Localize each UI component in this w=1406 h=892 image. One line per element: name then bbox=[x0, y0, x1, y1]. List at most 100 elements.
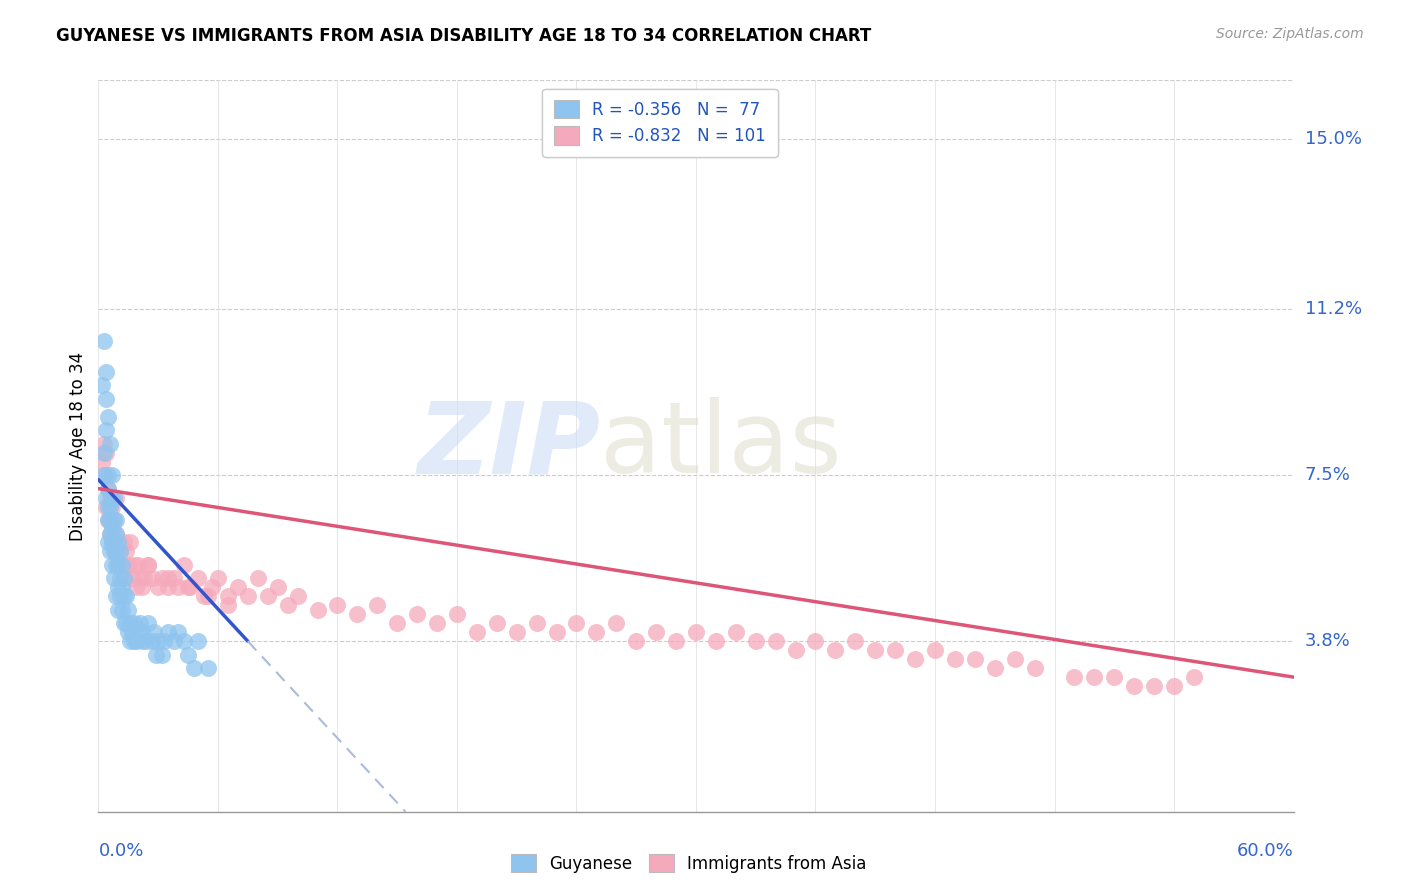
Y-axis label: Disability Age 18 to 34: Disability Age 18 to 34 bbox=[69, 351, 87, 541]
Point bbox=[197, 590, 219, 604]
Point bbox=[804, 634, 827, 648]
Point bbox=[115, 544, 138, 558]
Point bbox=[724, 625, 747, 640]
Point bbox=[112, 590, 135, 604]
Point bbox=[103, 535, 125, 549]
Point bbox=[96, 500, 118, 514]
Point bbox=[135, 634, 157, 648]
Point bbox=[136, 558, 159, 572]
Point bbox=[307, 603, 329, 617]
Point bbox=[97, 535, 120, 549]
Point bbox=[1063, 670, 1085, 684]
Point bbox=[704, 634, 727, 648]
Point bbox=[605, 616, 627, 631]
Text: 15.0%: 15.0% bbox=[1305, 129, 1361, 147]
Point bbox=[1182, 670, 1205, 684]
Text: Source: ZipAtlas.com: Source: ZipAtlas.com bbox=[1216, 27, 1364, 41]
Point bbox=[98, 491, 122, 505]
Point bbox=[97, 513, 120, 527]
Point bbox=[98, 544, 122, 558]
Point bbox=[136, 558, 159, 572]
Point bbox=[105, 590, 128, 604]
Legend: Guyanese, Immigrants from Asia: Guyanese, Immigrants from Asia bbox=[505, 847, 873, 880]
Point bbox=[824, 643, 846, 657]
Point bbox=[145, 648, 167, 662]
Point bbox=[141, 634, 163, 648]
Point bbox=[177, 580, 200, 594]
Point bbox=[127, 625, 149, 640]
Point bbox=[163, 571, 186, 585]
Point bbox=[103, 491, 125, 505]
Point bbox=[565, 616, 588, 631]
Point bbox=[150, 571, 173, 585]
Point bbox=[101, 535, 124, 549]
Point bbox=[112, 616, 135, 631]
Point bbox=[143, 625, 166, 640]
Point bbox=[406, 607, 429, 622]
Point bbox=[111, 558, 134, 572]
Point bbox=[117, 558, 139, 572]
Point bbox=[167, 625, 190, 640]
Point bbox=[131, 580, 153, 594]
Point bbox=[1004, 652, 1026, 666]
Point bbox=[107, 580, 129, 594]
Point bbox=[111, 580, 134, 594]
Point bbox=[121, 571, 143, 585]
Point bbox=[97, 468, 120, 483]
Point bbox=[91, 378, 114, 392]
Text: 7.5%: 7.5% bbox=[1305, 467, 1351, 484]
Point bbox=[101, 500, 124, 514]
Point bbox=[101, 468, 124, 483]
Point bbox=[103, 544, 125, 558]
Point bbox=[105, 526, 128, 541]
Point bbox=[93, 436, 115, 450]
Point bbox=[765, 634, 787, 648]
Point bbox=[101, 522, 124, 536]
Point bbox=[157, 580, 180, 594]
Point bbox=[97, 513, 120, 527]
Point bbox=[110, 571, 132, 585]
Point bbox=[131, 634, 153, 648]
Point bbox=[103, 513, 125, 527]
Point bbox=[177, 648, 200, 662]
Point bbox=[105, 544, 128, 558]
Point bbox=[96, 491, 118, 505]
Point bbox=[665, 634, 688, 648]
Point bbox=[685, 625, 707, 640]
Point bbox=[167, 580, 190, 594]
Point bbox=[157, 625, 180, 640]
Point bbox=[129, 571, 152, 585]
Point bbox=[96, 392, 118, 406]
Point bbox=[117, 603, 139, 617]
Point bbox=[148, 580, 170, 594]
Text: 0.0%: 0.0% bbox=[98, 842, 143, 860]
Point bbox=[173, 558, 195, 572]
Point bbox=[217, 590, 239, 604]
Point bbox=[148, 634, 170, 648]
Point bbox=[105, 558, 128, 572]
Point bbox=[125, 634, 148, 648]
Point bbox=[101, 491, 124, 505]
Point bbox=[366, 599, 388, 613]
Point bbox=[150, 648, 173, 662]
Point bbox=[246, 571, 269, 585]
Point bbox=[96, 423, 118, 437]
Point bbox=[115, 590, 138, 604]
Point bbox=[201, 580, 224, 594]
Text: atlas: atlas bbox=[600, 398, 842, 494]
Point bbox=[173, 634, 195, 648]
Point bbox=[105, 513, 128, 527]
Point bbox=[110, 544, 132, 558]
Point bbox=[1163, 679, 1185, 693]
Point bbox=[107, 558, 129, 572]
Point bbox=[107, 535, 129, 549]
Point bbox=[98, 513, 122, 527]
Point bbox=[110, 544, 132, 558]
Point bbox=[546, 625, 568, 640]
Point bbox=[103, 571, 125, 585]
Point bbox=[1123, 679, 1146, 693]
Point bbox=[256, 590, 278, 604]
Point bbox=[98, 436, 122, 450]
Point bbox=[277, 599, 299, 613]
Point bbox=[465, 625, 488, 640]
